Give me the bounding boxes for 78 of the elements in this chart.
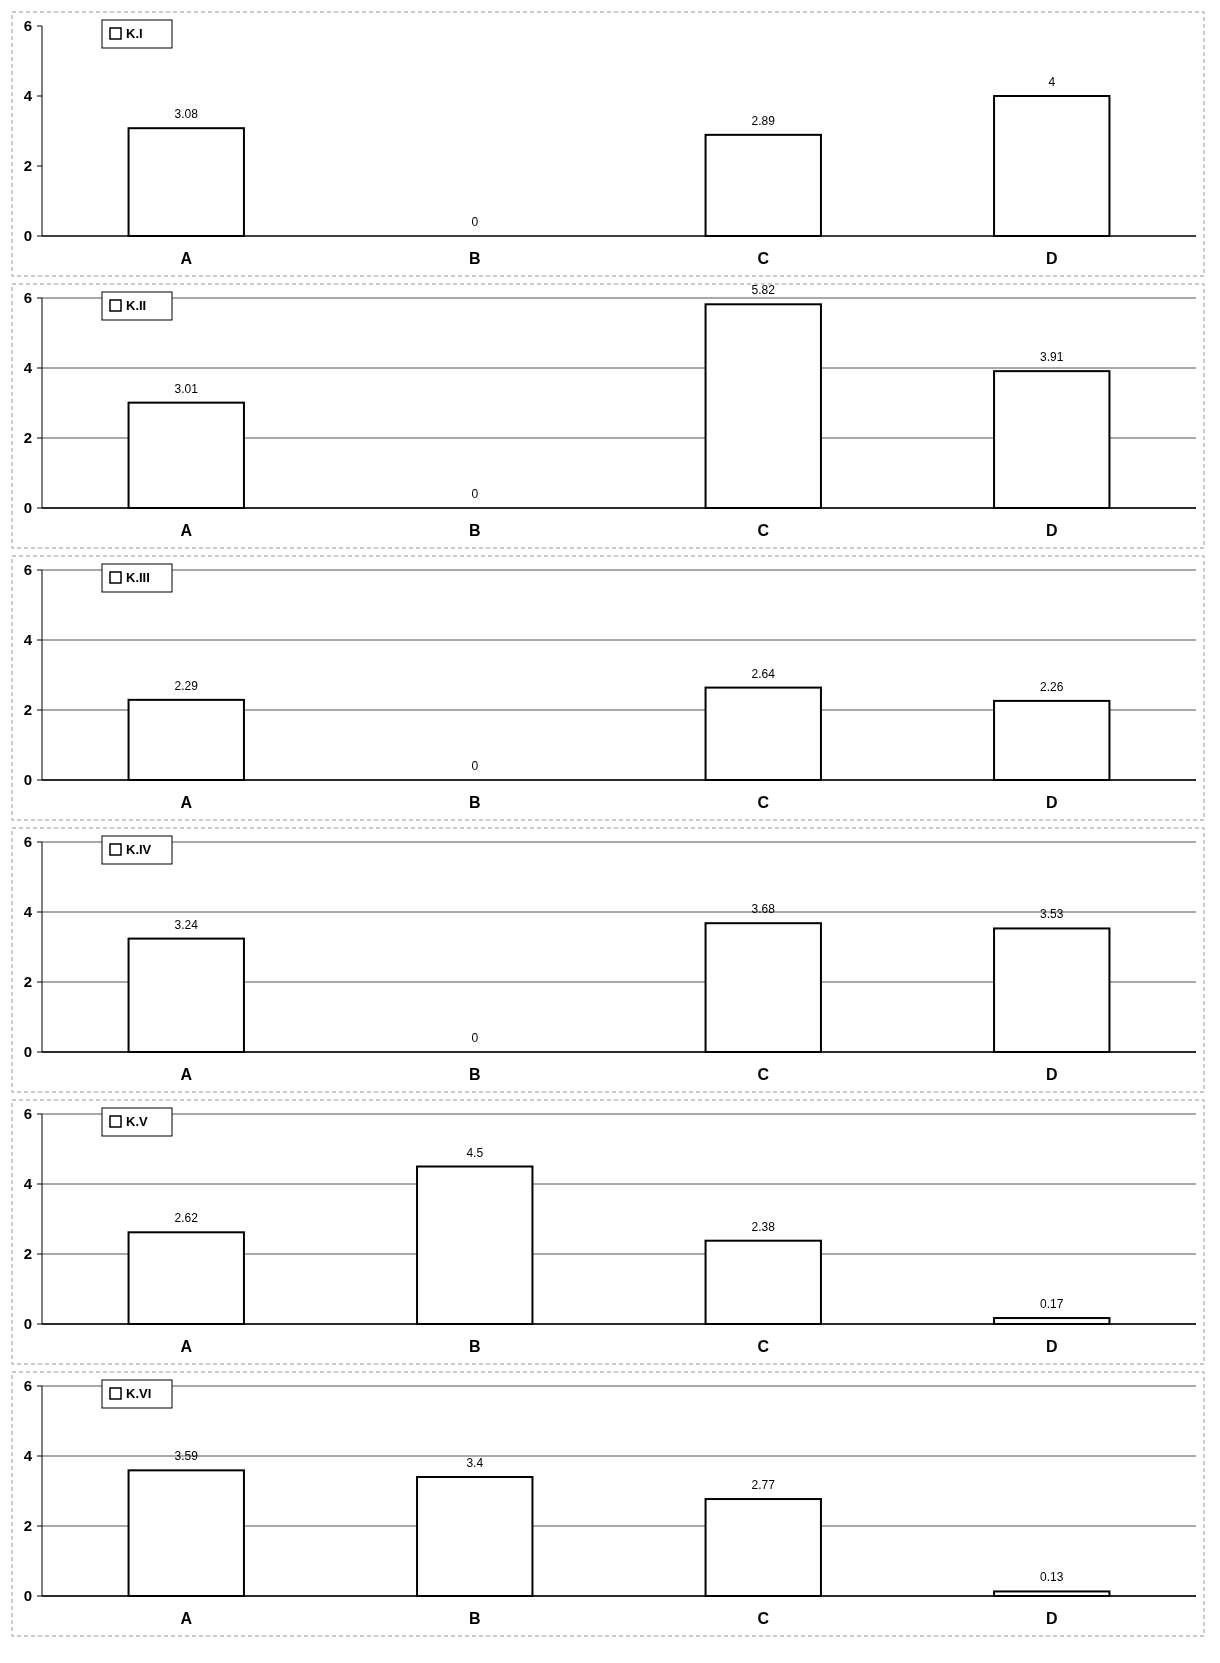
x-tick-label: D <box>1045 522 1058 539</box>
x-tick-label: B <box>468 1066 481 1083</box>
y-tick-label: 4 <box>23 903 33 921</box>
x-tick-label: A <box>180 250 193 267</box>
y-tick-label: 2 <box>23 1517 32 1535</box>
y-tick-label: 4 <box>23 1175 33 1193</box>
x-tick-label: A <box>180 522 193 539</box>
x-tick-label: C <box>757 250 770 267</box>
x-tick-label: C <box>757 1066 770 1083</box>
y-tick-label: 2 <box>23 973 32 991</box>
y-tick-label: 0 <box>23 771 32 789</box>
x-tick-label: A <box>180 1610 193 1627</box>
data-label: 3.01 <box>174 381 199 396</box>
y-tick-label: 6 <box>23 17 32 35</box>
x-tick-label: D <box>1045 250 1058 267</box>
x-tick-label: D <box>1045 1066 1058 1083</box>
x-tick-label: A <box>180 794 193 811</box>
data-label: 4 <box>1048 75 1056 89</box>
data-label: 2.26 <box>1040 679 1064 694</box>
y-tick-label: 0 <box>23 1587 32 1605</box>
y-tick-label: 2 <box>23 157 32 175</box>
data-label: 4.5 <box>466 1145 484 1160</box>
x-tick-label: B <box>468 1338 481 1355</box>
x-tick-label: D <box>1045 794 1058 811</box>
x-tick-label: C <box>757 1338 770 1355</box>
y-tick-label: 2 <box>23 1245 32 1263</box>
x-tick-label: B <box>468 794 481 811</box>
data-label: 2.89 <box>751 113 776 128</box>
y-tick-label: 0 <box>23 1315 32 1333</box>
data-label: 2.38 <box>751 1219 776 1234</box>
legend-label: K.V <box>126 1114 148 1129</box>
x-tick-label: C <box>757 1610 770 1627</box>
y-tick-label: 4 <box>23 359 33 377</box>
y-tick-label: 6 <box>23 289 32 307</box>
data-label: 2.62 <box>174 1211 199 1226</box>
data-label: 3.53 <box>1040 907 1064 922</box>
data-label: 2.77 <box>751 1478 776 1493</box>
y-tick-label: 0 <box>23 227 32 245</box>
x-tick-label: C <box>757 794 770 811</box>
y-tick-label: 2 <box>23 429 32 447</box>
legend-label: K.IV <box>126 842 152 857</box>
data-label: 0 <box>471 1031 479 1045</box>
x-tick-label: B <box>468 522 481 539</box>
y-tick-label: 4 <box>23 1447 33 1465</box>
data-label: 0 <box>471 487 479 501</box>
x-tick-label: D <box>1045 1338 1058 1355</box>
y-tick-label: 6 <box>23 1105 32 1123</box>
y-tick-label: 0 <box>23 1043 32 1061</box>
data-label: 3.4 <box>466 1456 484 1470</box>
y-tick-label: 4 <box>23 631 33 649</box>
data-label: 2.29 <box>174 678 199 693</box>
data-label: 0.13 <box>1040 1570 1064 1585</box>
y-tick-label: 4 <box>23 87 33 105</box>
legend-label: K.I <box>126 26 143 41</box>
y-tick-label: 6 <box>23 1377 32 1395</box>
data-label: 0 <box>471 215 479 229</box>
y-tick-label: 6 <box>23 561 32 579</box>
data-label: 3.59 <box>174 1449 199 1464</box>
legend-label: K.II <box>126 298 147 313</box>
x-tick-label: B <box>468 250 481 267</box>
data-label: 0.17 <box>1040 1297 1064 1312</box>
data-label: 3.68 <box>751 902 776 917</box>
data-label: 3.24 <box>174 917 199 932</box>
y-tick-label: 6 <box>23 833 32 851</box>
x-tick-label: C <box>757 522 770 539</box>
y-tick-label: 2 <box>23 701 32 719</box>
data-label: 0 <box>471 759 479 773</box>
x-tick-label: B <box>468 1610 481 1627</box>
x-tick-label: A <box>180 1338 193 1355</box>
data-label: 2.64 <box>751 666 776 681</box>
legend-label: K.III <box>126 570 150 585</box>
data-label: 3.91 <box>1040 350 1064 365</box>
legend-label: K.VI <box>126 1386 152 1401</box>
x-tick-label: A <box>180 1066 193 1083</box>
data-label: 5.82 <box>751 283 776 298</box>
data-label: 3.08 <box>174 107 199 122</box>
x-tick-label: D <box>1045 1610 1058 1627</box>
y-tick-label: 0 <box>23 499 32 517</box>
